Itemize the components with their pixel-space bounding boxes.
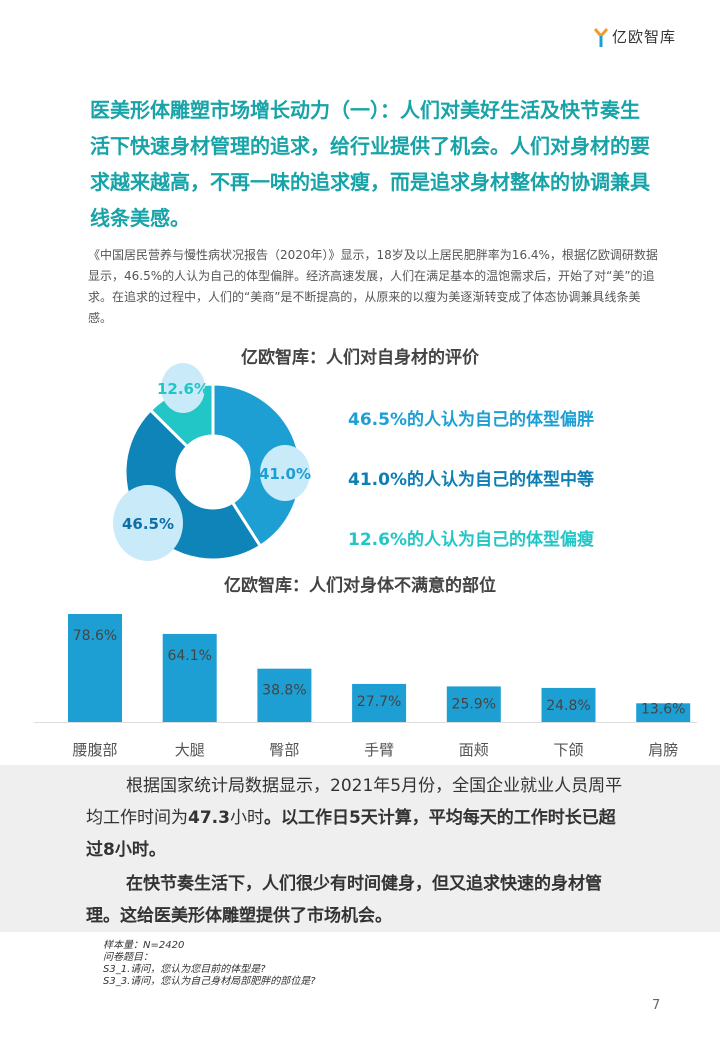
bar-value-label: 78.6% [73,628,117,644]
slice-label: 12.6% [157,380,209,398]
bar [162,633,217,722]
note-question-2: S3_3.请问，您认为自己身材局部肥胖的部位是? [103,976,316,987]
donut-chart: 41.0% 46.5% 12.6% [113,363,311,562]
legend-item-underweight: 12.6%的人认为自己的体型偏瘦 [348,530,594,550]
value-bubble [161,363,205,413]
note-question-1: S3_1.请问，您认为您目前的体型是? [103,964,266,975]
category-label: 腰腹部 [72,741,117,759]
category-label: 下颌 [553,741,583,759]
category-label: 大腿 [175,741,205,759]
bar [68,614,122,722]
bar [352,683,407,722]
logo-icon [594,27,608,47]
logo-text: 亿欧智库 [612,28,677,46]
bar-value-label: 24.8% [546,698,590,714]
bar-value-label: 38.8% [262,683,306,699]
slice-label: 46.5% [122,515,174,533]
bar-value-label: 27.7% [357,694,401,710]
page-headline: 医美形体雕塑市场增长动力（一）：人们对美好生活及快节奏生活下快速身材管理的追求，… [90,98,650,230]
bar-chart-title: 亿欧智库：人们对身体不满意的部位 [224,576,496,596]
note-questions-label: 问卷题目： [103,952,153,963]
summary-highlight: 47.3 [188,808,230,828]
summary-box [0,765,720,932]
donut-chart-title: 亿欧智库：人们对自身材的评价 [241,348,479,368]
category-label: 肩膀 [648,741,678,759]
summary-text: 小时 [229,808,264,828]
bar [541,687,596,722]
bar-chart: 78.6% 腰腹部 64.1% 大腿 38.8% 臀部 27.7% 手臂 25.9% 面颊 24.8… [34,614,697,759]
survey-notes: 样本量：N=2420 问卷题目： S3_1.请问，您认为您目前的体型是? S3_… [103,940,316,988]
category-label: 面颊 [459,741,489,759]
bar [446,686,501,722]
legend-item-overweight: 46.5%的人认为自己的体型偏胖 [348,410,594,430]
bar-value-label: 64.1% [167,648,211,664]
intro-paragraph: 《中国居民营养与慢性病状况报告（2020年）》显示，18岁及以上居民肥胖率为16… [88,248,658,325]
value-bubble [113,485,183,561]
summary-text: 根据国家统计局数据显示，2021年5月份，全国企业就业人员周平均工作时间为 [86,776,623,828]
bar-value-label: 13.6% [641,701,685,717]
value-bubble [260,445,310,501]
category-label: 手臂 [364,741,394,759]
bar [636,703,691,722]
summary-paragraph-2: 在快节奏生活下，人们很少有时间健身，但又追求快速的身材管理。这给医美形体雕塑提供… [86,874,602,926]
summary-highlight: 。以工作日5天计算，平均每天的工作时长已超过8小时。 [86,808,616,860]
bar-value-label: 25.9% [452,696,496,712]
bar [257,668,312,722]
slice-label: 41.0% [259,465,311,483]
page-number: 7 [652,998,661,1013]
note-sample-size: 样本量：N=2420 [103,940,185,951]
legend-item-average: 41.0%的人认为自己的体型中等 [348,470,594,490]
category-label: 臀部 [269,741,299,759]
summary-paragraph-1: 根据国家统计局数据显示，2021年5月份，全国企业就业人员周平均工作时间为47.… [86,770,626,866]
logo: 亿欧智库 [594,26,676,47]
